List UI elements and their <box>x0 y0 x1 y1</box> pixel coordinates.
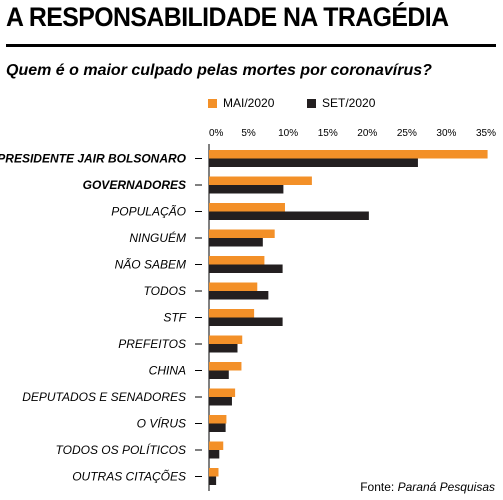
category-label-governadores: GOVERNADORES <box>83 178 186 192</box>
bar-mai-o-virus <box>209 415 227 424</box>
legend-item-set: SET/2020 <box>307 96 375 110</box>
source-label: Fonte: <box>360 480 395 494</box>
bar-set-china <box>209 370 229 379</box>
category-label-todos-os-politicos: TODOS OS POLÍTICOS <box>56 442 186 457</box>
x-tick-label: 15% <box>318 128 338 139</box>
category-label-outras-citacoes: OUTRAS CITAÇÕES <box>72 469 186 484</box>
bar-mai-presidente-jair-bolsonaro <box>209 150 488 159</box>
bar-set-presidente-jair-bolsonaro <box>209 158 418 167</box>
bar-set-governadores <box>209 185 284 194</box>
bar-set-deputados-e-senadores <box>209 397 232 406</box>
x-tick-label: 35% <box>476 128 496 139</box>
bar-mai-todos <box>209 282 258 291</box>
bar-mai-stf <box>209 309 255 318</box>
category-label-nao-sabem: NÃO SABEM <box>115 258 186 272</box>
legend-label-set: SET/2020 <box>322 96 376 110</box>
category-label-china: CHINA <box>149 364 186 378</box>
bar-mai-outras-citacoes <box>209 468 219 477</box>
bar-mai-nao-sabem <box>209 256 265 265</box>
bar-set-todos <box>209 291 269 300</box>
source-name: Paraná Pesquisas <box>397 480 495 494</box>
bar-mai-todos-os-politicos <box>209 441 224 450</box>
category-label-populacao: POPULAÇÃO <box>111 205 186 219</box>
bar-set-o-virus <box>209 423 226 432</box>
category-label-deputados-e-senadores: DEPUTADOS E SENADORES <box>22 390 186 404</box>
x-tick-label: 20% <box>357 128 377 139</box>
category-label-prefeitos: PREFEITOS <box>118 337 186 351</box>
x-tick-label: 5% <box>241 128 256 139</box>
chart-subtitle: Quem é o maior culpado pelas mortes por … <box>6 62 432 79</box>
source-note: Fonte: Paraná Pesquisas <box>360 480 495 494</box>
category-label-todos: TODOS <box>144 284 186 298</box>
bar-set-populacao <box>209 211 369 220</box>
bar-mai-prefeitos <box>209 335 243 344</box>
bar-set-ninguem <box>209 238 263 247</box>
legend-label-mai: MAI/2020 <box>223 96 275 110</box>
bar-set-todos-os-politicos <box>209 450 220 459</box>
page-title: A RESPONSABILIDADE NA TRAGÉDIA <box>6 2 449 32</box>
bar-set-nao-sabem <box>209 264 283 273</box>
bar-mai-populacao <box>209 203 285 212</box>
title-divider <box>6 44 496 47</box>
bar-mai-deputados-e-senadores <box>209 388 236 397</box>
category-label-stf: STF <box>163 311 186 325</box>
legend-item-mai: MAI/2020 <box>208 96 274 110</box>
x-tick-label: 30% <box>436 128 456 139</box>
bar-set-outras-citacoes <box>209 476 217 485</box>
legend-swatch-mai <box>208 98 217 108</box>
x-tick-label: 10% <box>278 128 298 139</box>
x-tick-label: 25% <box>397 128 417 139</box>
bar-set-prefeitos <box>209 344 238 353</box>
category-label-presidente-jair-bolsonaro: PRESIDENTE JAIR BOLSONARO <box>0 152 187 166</box>
category-label-ninguem: NINGUÉM <box>129 230 186 245</box>
x-tick-label: 0% <box>209 128 224 139</box>
bar-mai-governadores <box>209 176 312 185</box>
bar-mai-ninguem <box>209 229 275 238</box>
category-label-o-virus: O VÍRUS <box>137 416 186 431</box>
legend-swatch-set <box>307 98 316 108</box>
bar-mai-china <box>209 362 242 371</box>
bar-set-stf <box>209 317 283 326</box>
